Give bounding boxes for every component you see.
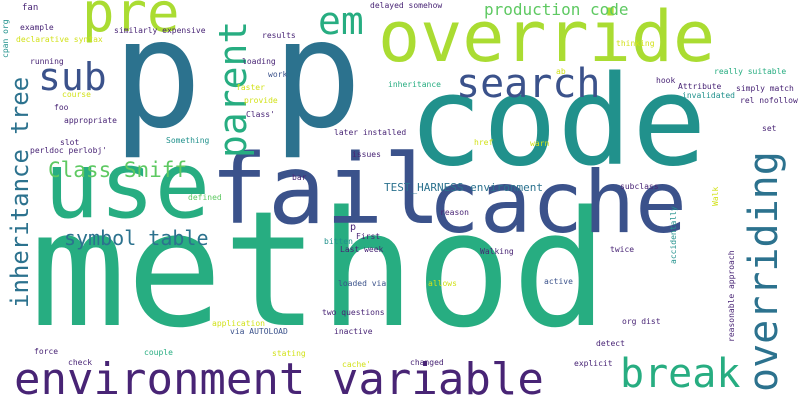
word-application: application: [212, 319, 265, 328]
word-force: force: [34, 347, 59, 356]
word-foo: foo: [54, 103, 69, 112]
word-work: work: [268, 70, 288, 79]
word-simply-match: simply match: [736, 84, 794, 93]
word-faster: faster: [236, 83, 265, 92]
word-href: href: [474, 138, 494, 147]
word-subclass: subclass: [620, 182, 659, 191]
word-search: search: [456, 61, 601, 107]
word-explicit: explicit: [574, 359, 613, 368]
word-reason: reason: [440, 208, 469, 217]
word-course: course: [62, 90, 91, 99]
word-last-week: Last week: [340, 245, 384, 254]
word-example: example: [20, 23, 54, 32]
word-use: use: [44, 132, 211, 239]
word-twice: twice: [610, 245, 635, 254]
word-rel-nofollow: rel nofollow: [740, 96, 798, 105]
word-invalidated: invalidated: [682, 91, 735, 100]
word-via-autoload: via AUTOLOAD: [230, 327, 288, 336]
word-method: method: [30, 176, 608, 363]
word-sub: sub: [38, 55, 107, 99]
word-fail: fail: [210, 134, 442, 246]
word-detect: detect: [596, 339, 625, 348]
word-ab: ab: [556, 67, 566, 76]
word-class-quote: Class': [246, 110, 275, 119]
word-em: em: [318, 0, 364, 43]
word-pre: pre: [82, 0, 180, 44]
word-allows: allows: [428, 279, 457, 288]
word-class-sniff: Class Sniff: [48, 158, 188, 182]
word-check: check: [68, 358, 93, 367]
word-reasonable-approach: reasonable approach: [727, 250, 736, 342]
word-two-questions: two questions: [322, 308, 385, 317]
word-override: override: [378, 0, 716, 78]
word-perldoc-perlobj: perldoc perlobj': [30, 146, 108, 155]
word-really-suitable: really suitable: [714, 67, 787, 76]
word-break: break: [620, 351, 741, 397]
word-cache-quote: cache': [342, 360, 371, 369]
word-issues: issues: [352, 150, 381, 159]
word-p-small: p: [350, 222, 357, 233]
word-loading: loading: [242, 57, 276, 66]
word-cpan-org: cpan org: [1, 19, 10, 58]
word-overriding: overriding: [741, 151, 787, 392]
word-results: results: [262, 31, 296, 40]
word-p-right: p: [272, 0, 363, 162]
word-accidentally: accidentally: [669, 206, 678, 264]
word-symbol-table: symbol table: [64, 226, 209, 250]
word-later-installed: later installed: [334, 128, 407, 137]
word-inactive: inactive: [334, 327, 373, 336]
word-walk: Walk: [711, 186, 720, 206]
word-loaded-via: loaded via: [338, 279, 387, 288]
word-stating: stating: [272, 349, 306, 358]
word-active: active: [544, 277, 573, 286]
word-set: set: [762, 124, 777, 133]
word-slot: slot: [60, 138, 80, 147]
word-warn: warn: [530, 139, 550, 148]
word-something: Something: [166, 136, 210, 145]
word-inheritance-tree: inheritance tree: [6, 76, 34, 308]
word-hook: hook: [656, 76, 676, 85]
word-fan: fan: [22, 3, 39, 13]
word-environment-variable: environment variable: [14, 354, 544, 400]
word-running: running: [30, 57, 64, 66]
word-provide: provide: [244, 96, 278, 105]
word-attribute: Attribute: [678, 82, 722, 91]
word-code: code: [408, 50, 707, 194]
word-bitten: bitten: [324, 237, 353, 246]
word-appropriate: appropriate: [64, 116, 117, 125]
word-cache: cache: [428, 153, 687, 253]
word-defined: defined: [188, 193, 222, 202]
word-thinking: thinking: [616, 39, 655, 48]
word-walking: Walking: [480, 247, 514, 256]
word-similarly-expensive: similarly expensive: [114, 26, 206, 35]
word-first: First: [356, 232, 381, 241]
word-test-harness: TEST_HARNESS environment: [384, 181, 543, 194]
word-declarative-syntax: declarative syntax: [16, 35, 103, 44]
word-delayed-somehow: delayed somehow: [370, 1, 443, 10]
word-p-left: p: [112, 0, 203, 162]
word-bar: bar: [292, 173, 307, 182]
word-production-code: production code: [484, 0, 629, 19]
word-org-dist: org dist: [622, 317, 661, 326]
word-couple: couple: [144, 348, 173, 357]
word-inheritance: inheritance: [388, 80, 441, 89]
word-changed: changed: [410, 358, 444, 367]
